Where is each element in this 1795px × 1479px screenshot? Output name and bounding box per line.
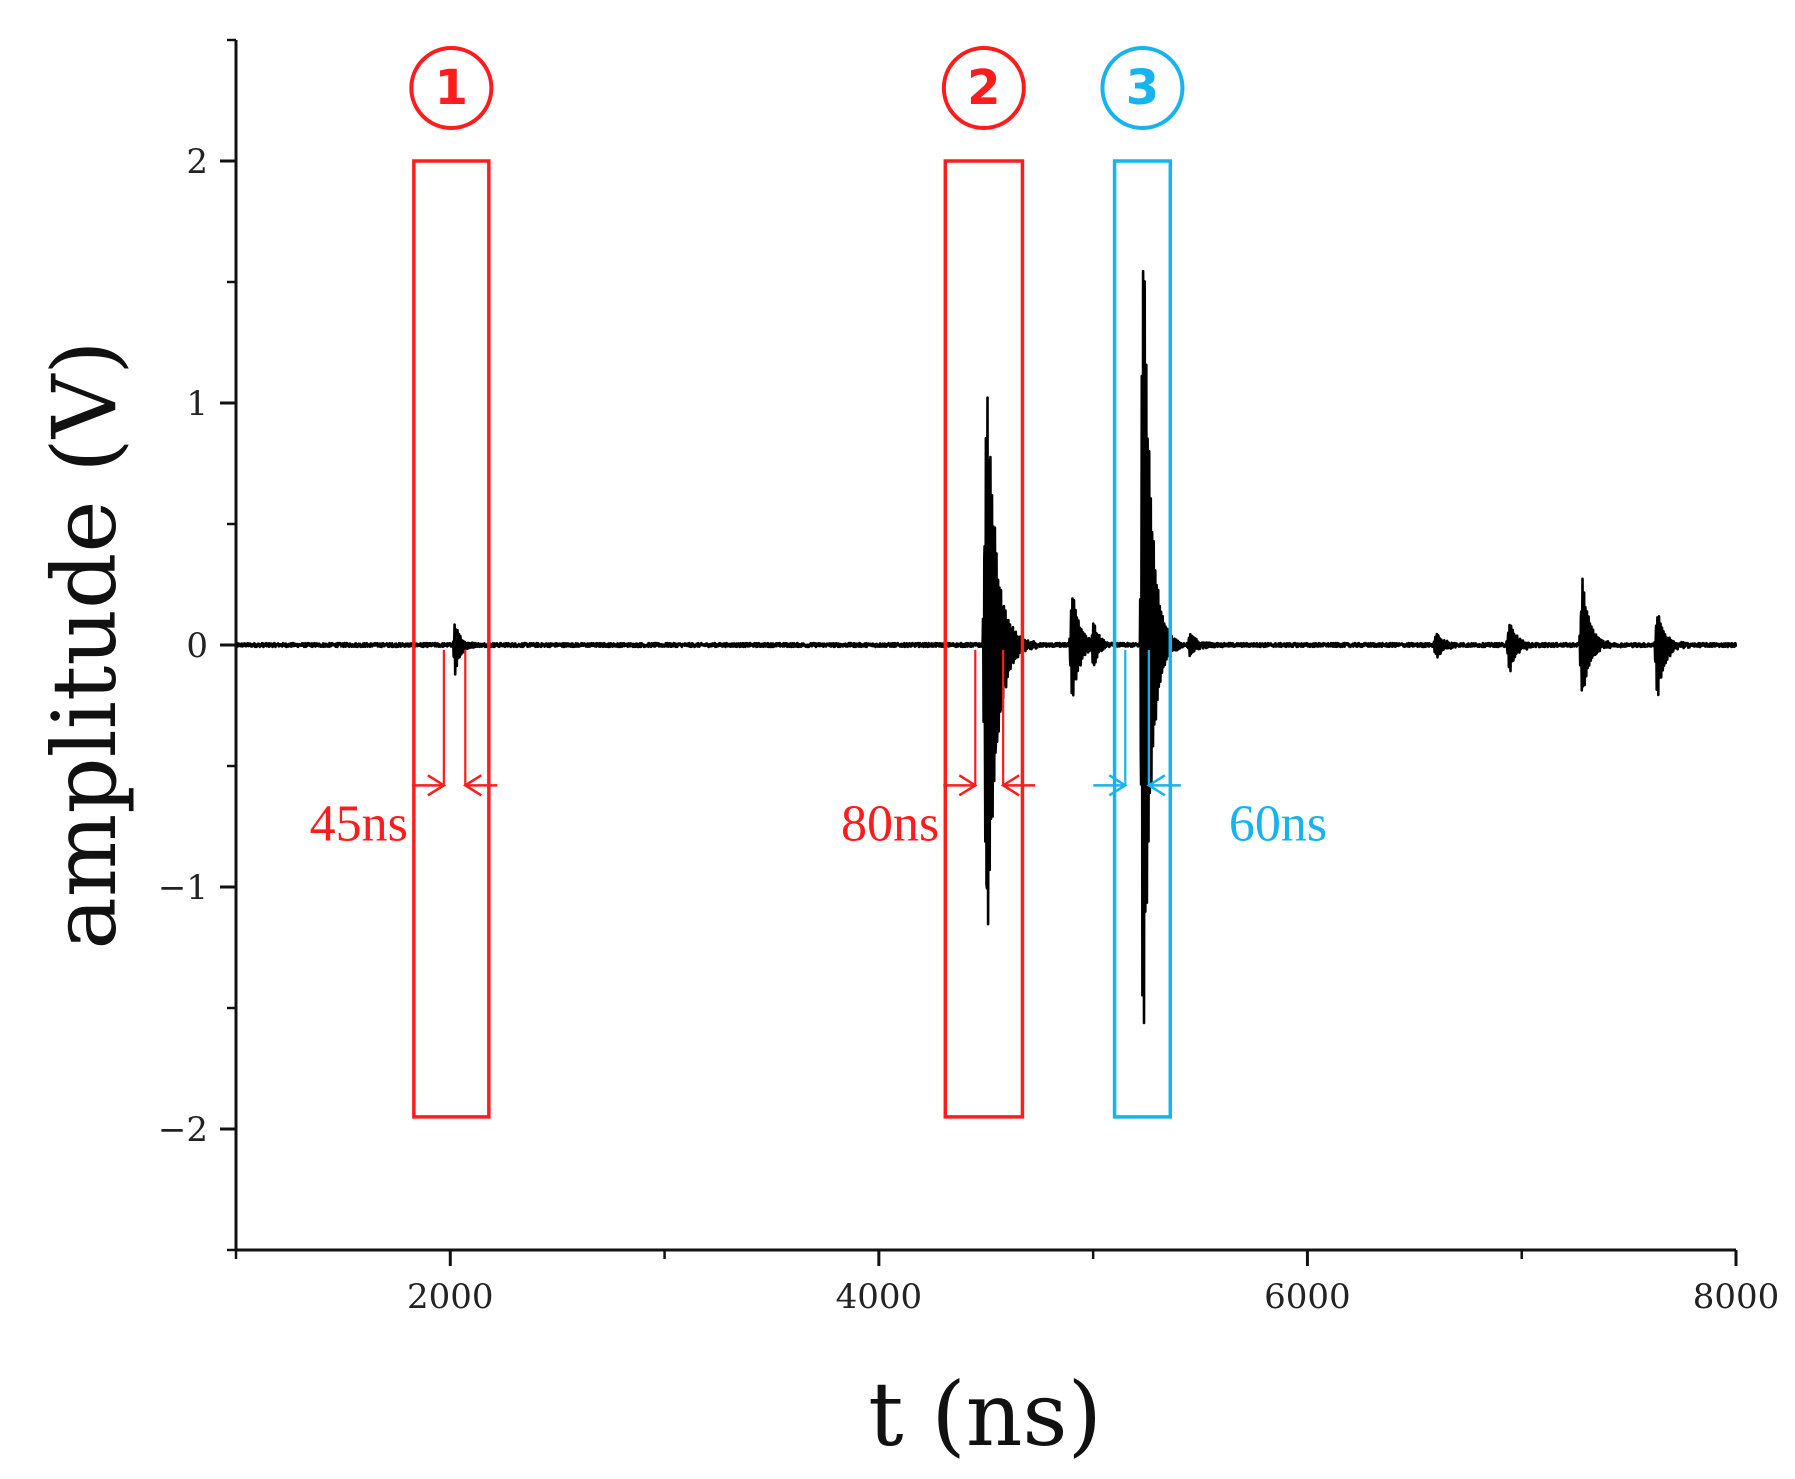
tick-layer: 2000 4000 6000 8000 2 1 0 −1 −2 (158, 38, 1780, 1317)
arrow-left-head (958, 774, 978, 797)
annotation-1: 1 45ns (310, 46, 498, 1119)
marker-circle (409, 46, 494, 130)
x-tick-label: 2000 (407, 1277, 494, 1317)
y-tick-label: 2 (186, 142, 208, 182)
arrow-right-head (462, 774, 482, 797)
highlight-box (943, 159, 1025, 1119)
x-tick-label: 4000 (836, 1277, 923, 1317)
marker-number: 1 (435, 60, 468, 116)
signal-layer (234, 269, 1738, 1025)
marker-circle (1100, 46, 1185, 130)
y-tick-label: −1 (158, 868, 208, 908)
marker-number: 2 (967, 60, 1000, 116)
arrow-right-head (1000, 774, 1020, 797)
arrow-left-head (1108, 774, 1128, 797)
y-tick-label: 0 (186, 626, 208, 666)
signal-trace (234, 269, 1738, 1025)
annotation-2: 2 80ns (841, 46, 1036, 1119)
y-tick-label: −2 (158, 1110, 208, 1150)
y-axis-title: amplitude (V) (33, 340, 136, 949)
x-axis-title: t (ns) (868, 1363, 1102, 1466)
arrow-left-head (427, 774, 447, 797)
annotation-layer: 1 45ns 2 80ns 3 60ns (310, 46, 1327, 1119)
width-label: 60ns (1229, 795, 1327, 852)
y-tick-label: 1 (186, 384, 208, 424)
marker-number: 3 (1126, 60, 1159, 116)
width-label: 45ns (310, 795, 408, 852)
marker-circle (941, 46, 1026, 130)
x-tick-label: 8000 (1693, 1277, 1780, 1317)
arrow-right-head (1146, 774, 1166, 797)
highlight-box (1112, 159, 1173, 1119)
annotation-3: 3 60ns (1093, 46, 1327, 1119)
x-tick-label: 6000 (1264, 1277, 1351, 1317)
highlight-box (412, 159, 491, 1119)
width-label: 80ns (841, 795, 939, 852)
